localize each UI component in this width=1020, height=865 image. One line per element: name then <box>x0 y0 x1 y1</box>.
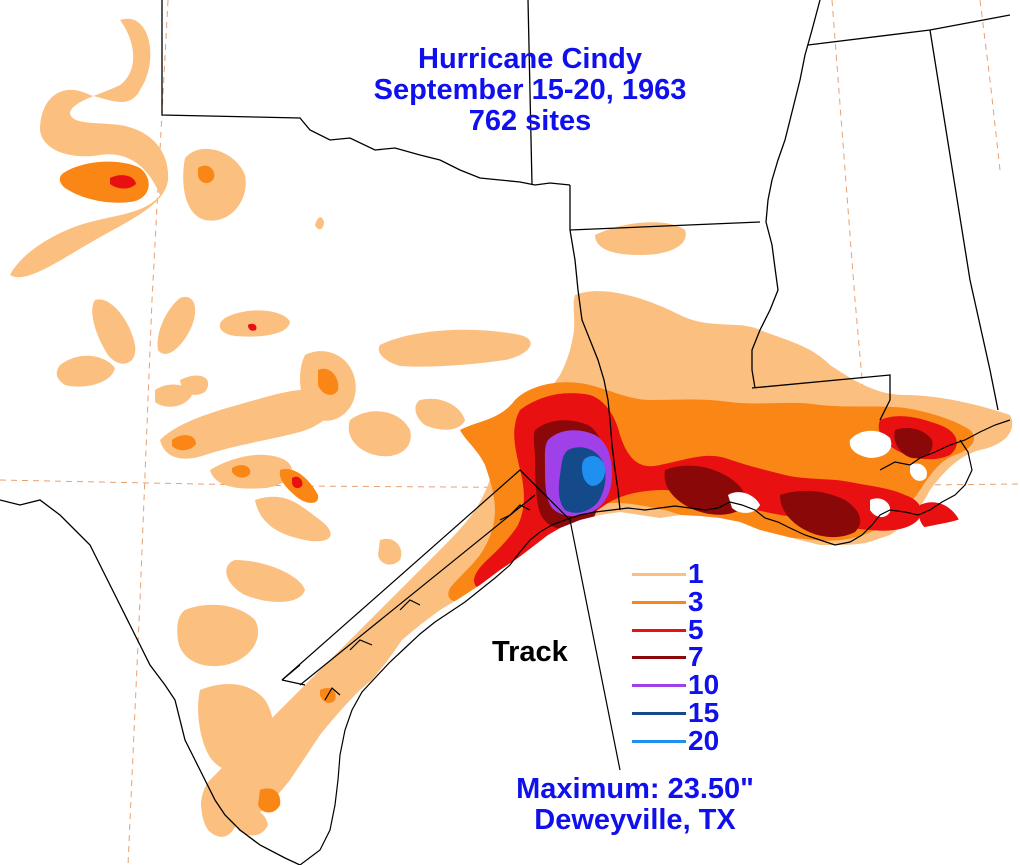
legend-swatch <box>632 656 686 659</box>
legend-label: 10 <box>688 669 720 700</box>
legend-label: 1 <box>688 558 704 589</box>
maximum-location: Deweyville, TX <box>534 804 736 836</box>
legend-label: 3 <box>688 586 704 617</box>
map-title: Hurricane Cindy <box>418 43 642 75</box>
legend-label: 15 <box>688 697 720 728</box>
legend-item: 5 <box>632 616 752 644</box>
track-arrowhead <box>281 664 306 686</box>
legend-item: 15 <box>632 699 752 727</box>
mississippi-river <box>751 0 821 389</box>
rainfall-contours <box>10 18 1013 837</box>
maximum-value: Maximum: 23.50" <box>516 773 754 805</box>
legend-swatch <box>632 573 686 576</box>
legend-item: 20 <box>632 727 752 755</box>
legend-label: 20 <box>688 725 720 756</box>
legend-item: 3 <box>632 588 752 616</box>
legend-swatch <box>632 601 686 604</box>
panhandle-border <box>161 0 571 186</box>
ar-la-border <box>569 221 761 231</box>
legend-swatch <box>632 629 686 632</box>
legend-swatch <box>632 684 686 687</box>
ok-ar-border <box>527 0 533 186</box>
legend-swatch <box>632 712 686 715</box>
legend-item: 1 <box>632 560 752 588</box>
la-ms-border <box>751 374 891 421</box>
legend-label: 7 <box>688 641 704 672</box>
ms-al-border-2 <box>929 29 999 411</box>
tx-west-border <box>0 499 301 865</box>
ms-al-border <box>807 14 1011 46</box>
map-dates: September 15-20, 1963 <box>373 74 687 106</box>
legend-label: 5 <box>688 614 704 645</box>
track-line-out <box>281 469 621 771</box>
graticule-meridian <box>979 0 1001 171</box>
legend-item: 7 <box>632 643 752 671</box>
track-label: Track <box>492 636 568 668</box>
legend-item: 10 <box>632 671 752 699</box>
legend-swatch <box>632 740 686 743</box>
map-site-count: 762 sites <box>468 105 592 137</box>
track-line-back <box>299 494 536 686</box>
contour-20-inch <box>582 456 606 486</box>
hurricane-track <box>281 469 621 771</box>
tx-la-border <box>569 185 621 511</box>
coastline <box>299 419 1011 865</box>
